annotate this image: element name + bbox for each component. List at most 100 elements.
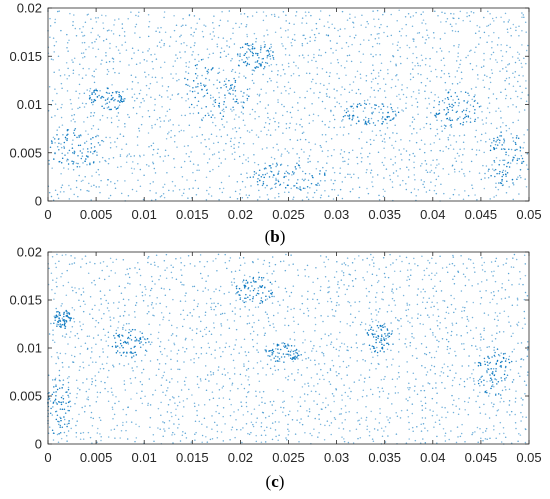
- scatter-point: [91, 361, 94, 363]
- scatter-point: [56, 193, 59, 196]
- scatter-point: [85, 155, 88, 157]
- scatter-point: [110, 98, 112, 101]
- scatter-point: [197, 85, 199, 88]
- scatter-point: [376, 351, 379, 354]
- scatter-point: [143, 100, 145, 102]
- scatter-point: [292, 198, 294, 201]
- scatter-point: [283, 175, 286, 178]
- scatter-point: [68, 39, 70, 42]
- scatter-point: [108, 197, 110, 200]
- scatter-point: [280, 36, 283, 38]
- scatter-point: [514, 397, 517, 400]
- scatter-point: [75, 291, 77, 294]
- scatter-point: [429, 369, 432, 371]
- scatter-point: [334, 310, 337, 312]
- scatter-point: [368, 120, 370, 122]
- scatter-point: [307, 161, 309, 163]
- scatter-point: [449, 144, 452, 146]
- scatter-point: [455, 354, 457, 357]
- scatter-point: [368, 290, 370, 293]
- scatter-point: [197, 303, 199, 305]
- scatter-point: [422, 297, 425, 299]
- scatter-point: [443, 64, 446, 67]
- panel-b-x-tick-label: 0.02: [228, 207, 253, 222]
- scatter-point: [379, 350, 382, 352]
- scatter-point: [131, 328, 134, 331]
- scatter-point: [67, 430, 70, 432]
- scatter-point: [462, 19, 464, 22]
- scatter-point: [381, 298, 383, 300]
- scatter-point: [395, 433, 398, 435]
- scatter-point: [453, 135, 455, 137]
- scatter-point: [332, 346, 335, 349]
- scatter-point: [266, 313, 268, 316]
- scatter-point: [153, 440, 155, 443]
- scatter-point: [133, 52, 135, 54]
- panel-b-y-tick-label: 0.015: [9, 49, 42, 64]
- scatter-point: [266, 194, 269, 196]
- scatter-point: [57, 356, 59, 358]
- scatter-point: [339, 188, 342, 191]
- scatter-point: [278, 360, 281, 363]
- scatter-point: [514, 422, 517, 424]
- scatter-point: [242, 95, 244, 98]
- scatter-point: [525, 164, 528, 166]
- scatter-point: [217, 302, 219, 305]
- scatter-point: [336, 301, 338, 304]
- scatter-point: [82, 438, 85, 440]
- scatter-point: [344, 114, 346, 117]
- scatter-point: [382, 103, 384, 105]
- scatter-point: [438, 109, 441, 112]
- scatter-point: [395, 170, 398, 172]
- scatter-point: [126, 438, 129, 440]
- scatter-point: [394, 110, 396, 113]
- scatter-point: [483, 151, 485, 154]
- scatter-point: [254, 61, 257, 63]
- scatter-point: [317, 96, 320, 99]
- scatter-point: [458, 102, 460, 104]
- scatter-point: [308, 114, 311, 117]
- scatter-point: [159, 117, 161, 119]
- scatter-point: [521, 30, 523, 32]
- scatter-point: [181, 274, 183, 277]
- scatter-point: [219, 187, 221, 190]
- scatter-point: [329, 297, 332, 300]
- scatter-point: [412, 152, 414, 155]
- scatter-point: [484, 132, 487, 134]
- scatter-point: [94, 262, 96, 265]
- scatter-point: [73, 321, 76, 323]
- scatter-point: [107, 302, 110, 305]
- scatter-point: [455, 111, 458, 114]
- scatter-point: [387, 334, 389, 336]
- scatter-point: [384, 157, 386, 159]
- scatter-point: [70, 102, 72, 105]
- scatter-point: [458, 170, 461, 173]
- scatter-point: [191, 285, 194, 288]
- scatter-point: [181, 283, 183, 286]
- scatter-point: [468, 397, 471, 399]
- scatter-point: [331, 23, 333, 25]
- scatter-point: [309, 432, 311, 435]
- scatter-point: [396, 95, 398, 97]
- scatter-point: [512, 379, 515, 381]
- scatter-point: [304, 432, 306, 434]
- scatter-point: [192, 80, 195, 82]
- scatter-point: [109, 194, 112, 197]
- scatter-point: [194, 439, 196, 441]
- scatter-point: [495, 98, 498, 100]
- scatter-point: [288, 65, 290, 68]
- scatter-point: [134, 267, 136, 269]
- scatter-point: [256, 102, 259, 105]
- scatter-point: [396, 378, 399, 380]
- scatter-point: [406, 279, 408, 281]
- scatter-point: [251, 338, 254, 341]
- scatter-point: [197, 53, 200, 56]
- scatter-point: [341, 10, 344, 13]
- scatter-point: [308, 172, 311, 175]
- scatter-point: [67, 343, 69, 345]
- scatter-point: [390, 349, 392, 352]
- scatter-point: [389, 174, 391, 177]
- scatter-point: [524, 441, 527, 444]
- scatter-point: [246, 322, 249, 325]
- scatter-point: [464, 275, 467, 278]
